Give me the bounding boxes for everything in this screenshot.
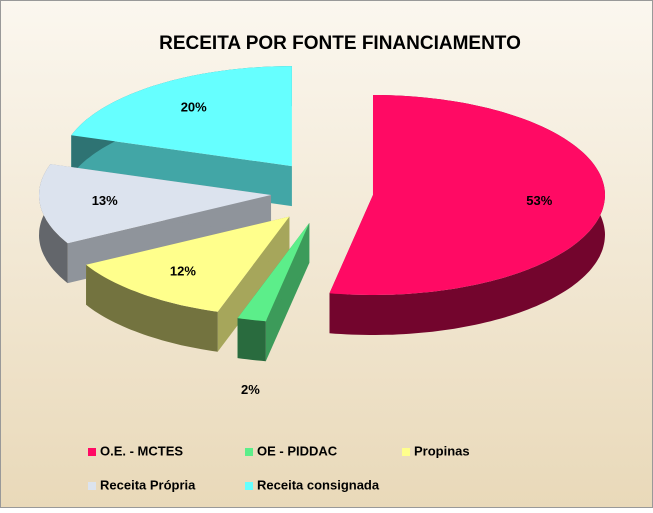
data-label: 53%: [526, 193, 552, 208]
slice: [39, 164, 272, 244]
legend-label: Receita consignada: [257, 477, 380, 492]
legend-label: OE - PIDDAC: [257, 443, 338, 458]
legend-label: O.E. - MCTES: [100, 443, 183, 458]
legend: O.E. - MCTES OE - PIDDAC Propinas Receita P…: [88, 443, 470, 492]
slice: [86, 216, 290, 312]
legend-swatch: [245, 448, 253, 456]
pie: 53% 2% 12% 13% 20%: [39, 66, 605, 397]
slice: [329, 95, 605, 295]
data-label: 12%: [170, 264, 196, 279]
legend-swatch: [88, 482, 96, 490]
slice-side: [237, 318, 266, 362]
legend-swatch: [402, 448, 410, 456]
slice-side: [86, 264, 218, 352]
slice: [71, 66, 292, 167]
legend-swatch: [88, 448, 96, 456]
legend-swatch: [245, 482, 253, 490]
chart-title: RECEITA POR FONTE FINANCIAMENTO: [159, 33, 521, 54]
data-label: 13%: [92, 193, 118, 208]
data-label: 20%: [181, 99, 207, 114]
legend-label: Propinas: [414, 443, 470, 458]
slice: [237, 222, 310, 322]
legend-label: Receita Própria: [100, 477, 196, 492]
data-label: 2%: [241, 382, 260, 397]
slice-side: [71, 135, 292, 207]
